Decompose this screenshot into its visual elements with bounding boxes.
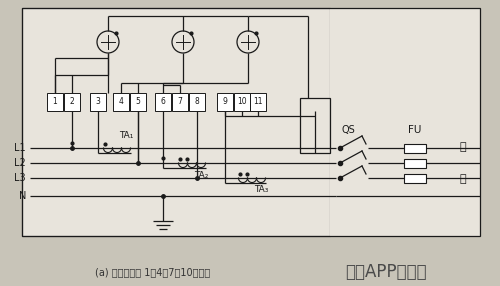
Bar bbox=[217, 93, 233, 111]
Text: L2: L2 bbox=[14, 158, 26, 168]
Text: (a) 电压线圈为 1、4、7、10接线端: (a) 电压线圈为 1、4、7、10接线端 bbox=[95, 267, 210, 277]
Text: TA₃: TA₃ bbox=[254, 186, 268, 194]
Bar bbox=[189, 93, 205, 111]
Bar bbox=[47, 93, 63, 111]
Bar bbox=[22, 8, 330, 236]
Text: L3: L3 bbox=[14, 173, 26, 183]
Text: TA₂: TA₂ bbox=[194, 170, 208, 180]
Bar bbox=[330, 8, 480, 236]
Text: N: N bbox=[18, 191, 26, 201]
Text: QS: QS bbox=[341, 125, 355, 135]
Text: 负: 负 bbox=[460, 142, 466, 152]
Bar bbox=[250, 93, 266, 111]
Text: 荷: 荷 bbox=[460, 174, 466, 184]
Text: L1: L1 bbox=[14, 143, 26, 153]
Bar bbox=[404, 158, 426, 168]
Bar bbox=[404, 144, 426, 152]
Bar bbox=[22, 8, 480, 236]
Text: TA₁: TA₁ bbox=[119, 130, 134, 140]
Bar bbox=[172, 93, 188, 111]
Text: 4: 4 bbox=[118, 98, 124, 106]
Text: 8: 8 bbox=[194, 98, 200, 106]
Bar bbox=[155, 93, 171, 111]
Text: 1: 1 bbox=[52, 98, 58, 106]
Text: 9: 9 bbox=[222, 98, 228, 106]
Text: 7: 7 bbox=[178, 98, 182, 106]
Text: FU: FU bbox=[408, 125, 422, 135]
Text: 6: 6 bbox=[160, 98, 166, 106]
Bar bbox=[300, 98, 330, 153]
Bar bbox=[113, 93, 129, 111]
Bar bbox=[404, 174, 426, 182]
Text: 11: 11 bbox=[254, 98, 263, 106]
Text: 远方APP手游网: 远方APP手游网 bbox=[345, 263, 426, 281]
Bar bbox=[90, 93, 106, 111]
Text: 5: 5 bbox=[136, 98, 140, 106]
Text: 3: 3 bbox=[96, 98, 100, 106]
Bar bbox=[130, 93, 146, 111]
Bar bbox=[64, 93, 80, 111]
Bar bbox=[234, 93, 250, 111]
Text: 2: 2 bbox=[70, 98, 74, 106]
Text: 10: 10 bbox=[237, 98, 247, 106]
